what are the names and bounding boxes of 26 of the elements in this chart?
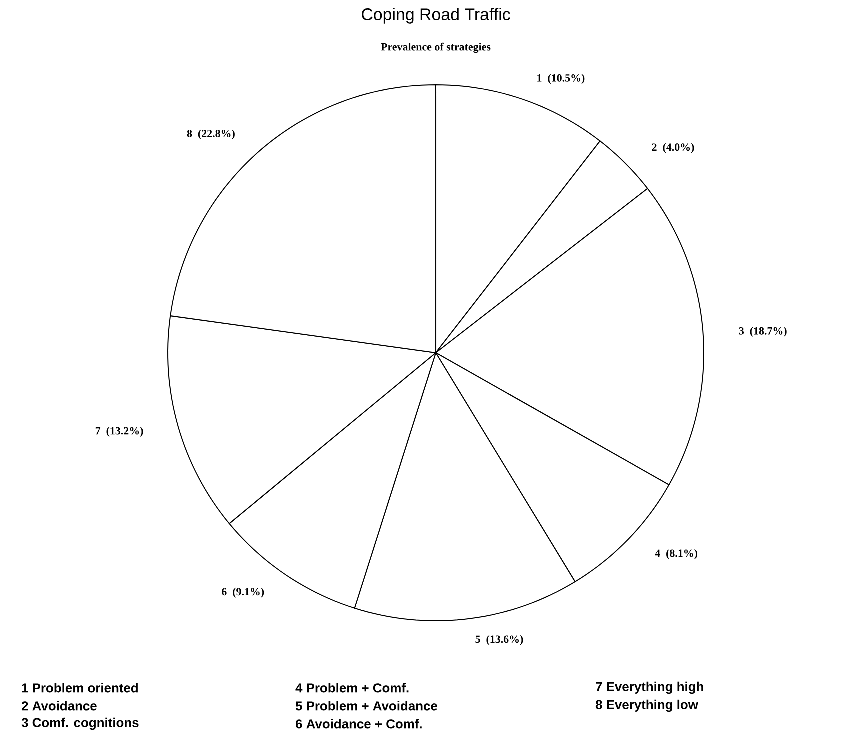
slice-label: 5 <box>476 636 480 644</box>
text: 6 Avoidance + Comf. <box>296 719 422 729</box>
data-label: (13.2%) <box>106 427 144 437</box>
chart-title: Coping Road Traffic <box>362 8 510 24</box>
data-label: (4.0%) <box>663 143 694 154</box>
text: 1 Problem oriented <box>22 683 138 693</box>
text: 2 Avoidance <box>22 701 97 711</box>
data-label: (8.1%) <box>666 549 698 560</box>
data-label: (10.5%) <box>548 74 585 84</box>
text: 7 Everything high <box>596 682 704 694</box>
data-label: (22.8%) <box>198 130 235 140</box>
slice-label: 7 <box>96 427 101 435</box>
slice-label: 3 <box>739 327 744 335</box>
data-label: (9.1%) <box>233 588 264 598</box>
text: 8 Everything low <box>596 700 698 712</box>
text: 5 Problem + Avoidance <box>296 701 438 711</box>
slice-label: 8 <box>187 130 192 138</box>
slice-label: 2 <box>652 144 657 151</box>
slice-label: 6 <box>222 588 227 596</box>
data-label: (18.7%) <box>750 327 787 338</box>
text: 4 Problem + Comf. <box>296 683 409 693</box>
slice-label: 4 <box>655 550 660 558</box>
chart-subtitle: Prevalence of strategies <box>381 42 491 54</box>
data-label: (13.6%) <box>486 635 524 646</box>
slice-label: 1 <box>538 74 542 82</box>
text: 3 Comf. cognitions <box>22 718 139 730</box>
